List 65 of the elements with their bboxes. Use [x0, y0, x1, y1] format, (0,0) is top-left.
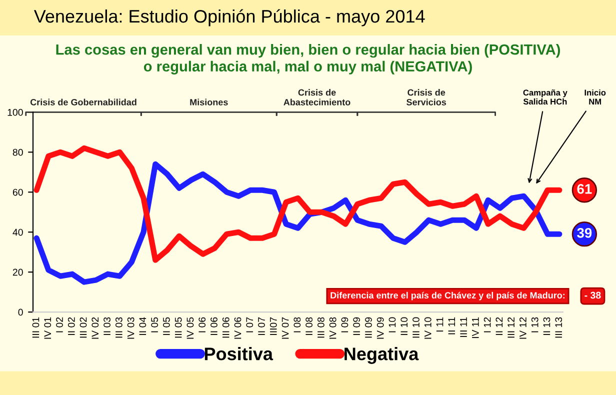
x-tick-label: II 12	[496, 317, 503, 335]
x-tick-label: IV 03	[127, 317, 134, 339]
text: Inicio NM	[584, 89, 606, 104]
text: Crisis de Servicios	[406, 89, 446, 106]
x-tick-label: IV 05	[186, 317, 194, 339]
x-tick-label: III 09	[365, 317, 372, 338]
y-tick-label: 40	[12, 228, 23, 236]
x-tick-label: I 12	[484, 317, 491, 332]
x-tick-label: I 07	[246, 317, 254, 332]
x-tick-label: IV 11	[472, 317, 479, 338]
x-tick-label: III 05	[174, 317, 182, 338]
text: Crisis de Gobernabilidad	[30, 98, 136, 106]
x-tick-label: II 06	[210, 317, 218, 335]
x-tick-label: III 02	[80, 317, 87, 338]
x-tick-label: IV 08	[329, 317, 336, 339]
x-tick-label: I 13	[531, 317, 538, 332]
x-tick-label: I 06	[198, 317, 206, 332]
y-tick-label: 0	[18, 308, 23, 316]
annotation: Diferencia entre el país de Chávez y el país de Maduro:	[330, 292, 565, 300]
chart-title: Venezuela: Estudio Opinión Pública - mayo 2014	[34, 9, 425, 26]
x-tick-label: II 07	[258, 317, 265, 335]
x-tick-label: II 10	[400, 317, 408, 335]
chart-subtitle: Las cosas en general van muy bien, bien o regular hacia bien (POSITIVA) o regular hacia mal, mal o muy mal (NEGATIVA)	[56, 44, 560, 74]
x-tick-label: IV 02	[92, 317, 99, 339]
x-tick-label: I 08	[294, 317, 301, 332]
x-tick-label: I 02	[56, 317, 63, 332]
x-tick-label: III07	[270, 317, 277, 335]
legend-label: Negativa	[344, 347, 419, 364]
x-tick-label: II 02	[68, 317, 75, 335]
x-tick-label: III 06	[222, 317, 230, 338]
x-tick-label: III 10	[412, 317, 420, 338]
x-tick-label: II 03	[104, 317, 110, 335]
x-tick-label: I 10	[388, 317, 396, 332]
x-tick-label: I 09	[341, 317, 348, 332]
x-tick-label: II 05	[163, 317, 170, 335]
x-tick-label: I 11	[436, 317, 444, 332]
x-tick-label: III 13	[555, 317, 562, 338]
x-tick-label: II 08	[306, 317, 312, 335]
x-tick-label: IV 07	[282, 317, 289, 339]
data-label: 39	[577, 228, 592, 238]
x-tick-label: III 03	[115, 317, 122, 338]
x-tick-label: IV 10	[424, 317, 432, 339]
text: - 38	[584, 292, 601, 299]
x-tick-label: II 04	[139, 317, 146, 335]
x-tick-label: IV 06	[234, 317, 242, 339]
x-tick-label: III 08	[317, 317, 324, 338]
text: Misiones	[190, 98, 228, 106]
x-tick-label: III 11	[460, 317, 467, 337]
x-tick-label: IV 01	[44, 317, 52, 339]
x-tick-label: I 05	[151, 317, 158, 332]
y-tick-label: 60	[12, 188, 23, 196]
y-tick-label: 20	[12, 268, 23, 276]
x-tick-label: II 13	[543, 317, 550, 335]
data-label: 61	[577, 184, 592, 194]
x-tick-label: III 01	[32, 317, 40, 338]
y-tick-label: 80	[12, 148, 23, 156]
y-tick-label: 100	[8, 108, 23, 116]
x-tick-label: III 12	[508, 317, 514, 338]
x-tick-label: II 09	[353, 317, 360, 335]
text: Crisis de Abastecimiento	[284, 89, 350, 106]
x-tick-label: IV 09	[376, 317, 384, 339]
x-tick-label: II 11	[448, 317, 455, 334]
legend-label: Positiva	[204, 347, 274, 360]
text: Campaña y Salida HCh	[523, 89, 568, 105]
x-tick-label: IV 12	[520, 317, 526, 339]
